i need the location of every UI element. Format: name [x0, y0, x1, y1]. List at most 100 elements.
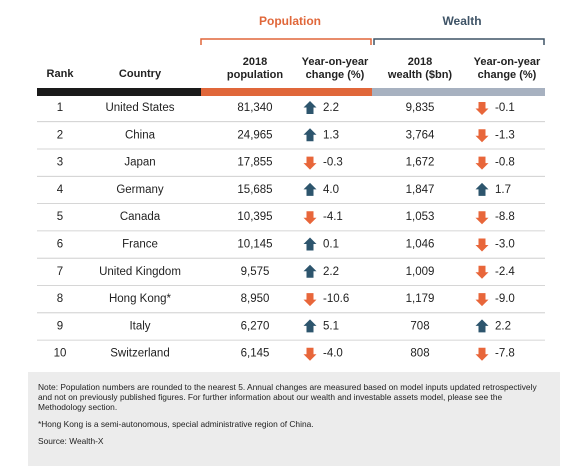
cell: Hong Kong* — [109, 293, 172, 305]
cell: 4.0 — [323, 184, 339, 196]
up-arrow — [303, 101, 317, 114]
cell: 7 — [57, 266, 63, 278]
header-bar — [201, 88, 372, 96]
down-arrow — [475, 211, 489, 225]
column-header: Country — [119, 68, 162, 80]
cell: -8.8 — [495, 211, 515, 223]
column-header: change (%) — [478, 69, 537, 81]
cell: 1,053 — [406, 211, 435, 223]
bracket — [373, 38, 545, 45]
cell: 2 — [57, 129, 63, 141]
cell: 808 — [410, 348, 429, 360]
cell: 17,855 — [237, 157, 272, 169]
cell: -0.3 — [323, 157, 343, 169]
down-arrow — [303, 156, 317, 170]
up-arrow — [303, 264, 317, 278]
down-arrow — [303, 293, 317, 307]
column-header: wealth ($bn) — [387, 69, 453, 81]
cell: Japan — [124, 157, 155, 169]
cell: 1 — [57, 102, 63, 114]
cell: Canada — [120, 211, 161, 223]
column-header: Year-on-year — [302, 56, 369, 68]
up-arrow — [303, 319, 317, 333]
cell: 2.2 — [495, 320, 511, 332]
group-header: Wealth — [442, 14, 481, 28]
down-arrow — [475, 265, 489, 279]
cell: 1.3 — [323, 129, 339, 141]
cell: Italy — [129, 320, 150, 332]
cell: 10,145 — [237, 239, 272, 251]
down-arrow — [303, 347, 317, 361]
down-arrow — [475, 347, 489, 361]
cell: 9,575 — [241, 266, 270, 278]
cell: 81,340 — [237, 102, 272, 114]
cell: 1.7 — [495, 184, 511, 196]
cell: 1,847 — [406, 184, 435, 196]
cell: 1,009 — [406, 266, 435, 278]
cell: France — [122, 239, 158, 251]
cell: 1,672 — [406, 157, 435, 169]
cell: 24,965 — [237, 129, 272, 141]
column-header: Year-on-year — [474, 56, 541, 68]
cell: -0.8 — [495, 157, 515, 169]
up-arrow — [303, 128, 317, 142]
notes: Note: Population numbers are rounded to … — [28, 372, 560, 466]
cell: 1,046 — [406, 239, 435, 251]
cell: 15,685 — [237, 184, 272, 196]
cell: -1.3 — [495, 129, 515, 141]
note: Source: Wealth-X — [38, 436, 104, 446]
cell: -7.8 — [495, 348, 515, 360]
note: *Hong Kong is a semi-autonomous, special… — [38, 419, 314, 429]
up-arrow — [303, 182, 317, 196]
cell: -9.0 — [495, 293, 515, 305]
cell: -0.1 — [495, 102, 515, 114]
cell: Germany — [116, 184, 164, 196]
column-header: population — [227, 69, 283, 81]
cell: 8,950 — [241, 293, 270, 305]
cell: United States — [105, 102, 174, 114]
down-arrow — [475, 156, 489, 170]
cell: 1,179 — [406, 293, 435, 305]
cell: 5.1 — [323, 320, 339, 332]
cell: -4.1 — [323, 211, 343, 223]
cell: 5 — [57, 211, 63, 223]
cell: 6,145 — [241, 348, 270, 360]
down-arrow — [475, 102, 489, 115]
column-header: Rank — [47, 68, 75, 80]
cell: 10,395 — [237, 211, 272, 223]
down-arrow — [475, 129, 489, 143]
column-header: 2018 — [243, 56, 267, 68]
table: Population Wealth Rank Country2018populat… — [37, 14, 545, 361]
down-arrow — [475, 293, 489, 307]
cell: -3.0 — [495, 239, 515, 251]
down-arrow — [475, 238, 489, 252]
cell: 4 — [57, 184, 64, 196]
cell: 9,835 — [406, 102, 435, 114]
cell: 6 — [57, 239, 63, 251]
up-arrow — [475, 319, 489, 333]
cell: 3 — [57, 157, 63, 169]
column-header: change (%) — [306, 69, 365, 81]
cell: 0.1 — [323, 239, 339, 251]
cell: -2.4 — [495, 266, 515, 278]
cell: 9 — [57, 320, 63, 332]
up-arrow — [475, 182, 489, 196]
down-arrow — [303, 211, 317, 225]
cell: 2.2 — [323, 266, 339, 278]
header-bar — [372, 88, 545, 96]
cell: United Kingdom — [99, 266, 181, 278]
cell: 10 — [54, 348, 67, 360]
cell: -10.6 — [323, 293, 349, 305]
note: Note: Population numbers are rounded to … — [38, 382, 537, 412]
cell: 6,270 — [241, 320, 270, 332]
cell: 8 — [57, 293, 63, 305]
cell: 708 — [410, 320, 429, 332]
header-bar — [37, 88, 201, 96]
cell: China — [125, 129, 156, 141]
bracket — [200, 38, 372, 45]
cell: -4.0 — [323, 348, 343, 360]
up-arrow — [303, 237, 317, 251]
cell: Switzerland — [110, 348, 169, 360]
cell: 2.2 — [323, 102, 339, 114]
